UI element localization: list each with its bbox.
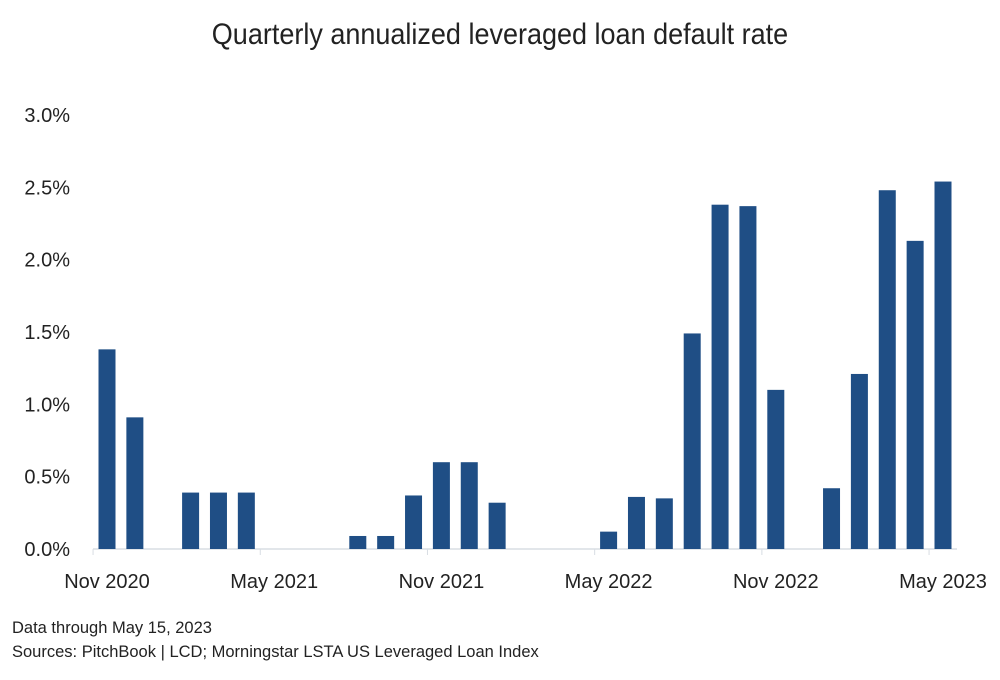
bar-jan-2023 — [823, 488, 841, 549]
y-tick-label: 0.5% — [24, 467, 70, 489]
x-tick-label: May 2023 — [899, 571, 987, 593]
y-tick-label: 1.5% — [24, 322, 70, 344]
bar-sep-2022 — [711, 204, 729, 549]
bar-apr-2021 — [237, 492, 255, 549]
x-tick-label: Nov 2022 — [733, 571, 819, 593]
bar-may-2022 — [600, 531, 618, 549]
bar-nov-2020 — [98, 349, 116, 549]
bar-oct-2021 — [405, 495, 423, 549]
bar-oct-2022 — [739, 206, 757, 549]
bar-aug-2022 — [683, 333, 701, 549]
y-tick-label: 1.0% — [24, 394, 70, 416]
sources-note: Sources: PitchBook | LCD; Morningstar LS… — [12, 643, 539, 661]
bar-sep-2021 — [377, 535, 395, 549]
bar-dec-2020 — [126, 417, 144, 549]
bar-dec-2021 — [460, 462, 478, 549]
bar-jul-2022 — [655, 498, 673, 549]
x-tick-label: Nov 2021 — [399, 571, 485, 593]
bar-nov-2021 — [432, 462, 450, 549]
x-tick-label: May 2021 — [230, 571, 318, 593]
x-tick-label: May 2022 — [565, 571, 653, 593]
bar-mar-2021 — [209, 492, 227, 549]
bar-aug-2021 — [349, 535, 367, 549]
y-tick-label: 0.0% — [24, 539, 70, 561]
bar-feb-2023 — [850, 373, 868, 549]
y-tick-label: 3.0% — [24, 105, 70, 127]
bar-nov-2022 — [767, 389, 785, 549]
bar-mar-2023 — [878, 190, 896, 549]
y-tick-label: 2.0% — [24, 250, 70, 272]
x-tick-label: Nov 2020 — [64, 571, 150, 593]
bar-apr-2023 — [906, 240, 924, 550]
bar-feb-2021 — [182, 492, 200, 549]
y-tick-label: 2.5% — [24, 177, 70, 199]
bar-may-2023 — [934, 181, 952, 549]
data-note: Data through May 15, 2023 — [12, 619, 212, 637]
bar-jun-2022 — [627, 496, 645, 549]
bar-chart: 0.0% 0.5% 1.0% 1.5% 2.0% 2.5% 3.0% Nov 2020 May … — [24, 105, 987, 593]
bar-jan-2022 — [488, 502, 506, 549]
chart-title: Quarterly annualized leveraged loan defa… — [211, 18, 789, 51]
